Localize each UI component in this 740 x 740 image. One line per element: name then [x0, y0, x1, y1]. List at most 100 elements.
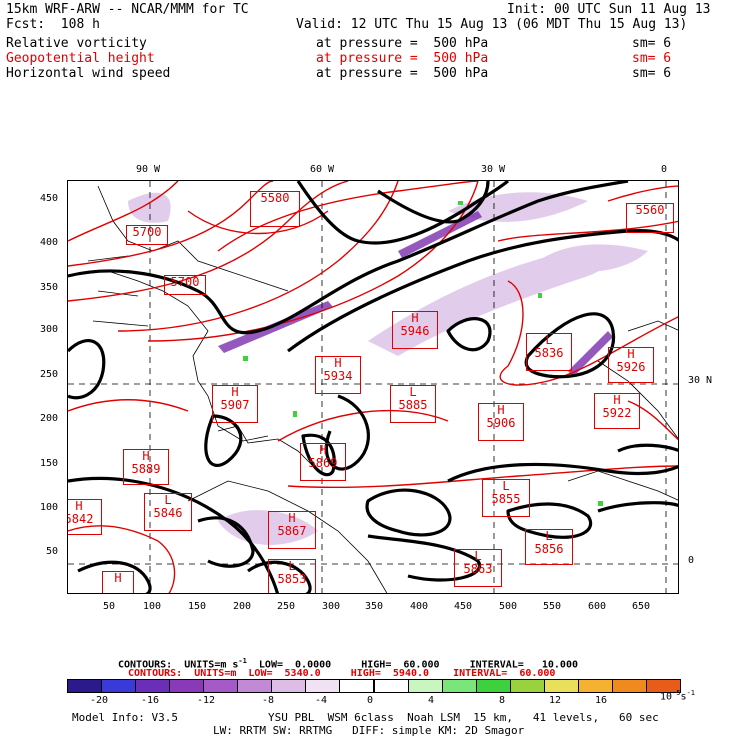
lon-label-30w: 30 W	[481, 164, 506, 175]
field-sm-wind: sm= 6	[632, 66, 672, 81]
x-tick: 150	[188, 601, 207, 612]
height-label-box: H 5907	[212, 385, 258, 423]
colorbar-swatch	[577, 679, 613, 693]
model-info: Model Info: V3.5	[72, 711, 178, 724]
x-tick: 500	[499, 601, 518, 612]
colorbar-label: 8	[499, 695, 506, 706]
height-label-box: H 5889	[123, 449, 169, 485]
field-name-vorticity: Relative vorticity	[6, 36, 147, 51]
y-tick: 150	[40, 458, 59, 469]
colorbar-swatch	[169, 679, 205, 693]
colorbar-label: 4	[428, 695, 435, 706]
height-label-box: L 5863	[454, 549, 502, 587]
model-title: 15km WRF-ARW -- NCAR/MMM for TC	[6, 2, 249, 17]
height-label-box: H 5867	[268, 511, 316, 549]
physics-line-2: LW: RRTM SW: RRTMG DIFF: simple KM: 2D S…	[213, 724, 525, 737]
colorbar-label: -12	[197, 695, 216, 706]
field-sm-vorticity: sm= 6	[632, 36, 672, 51]
colorbar-swatch	[67, 679, 103, 693]
colorbar-swatch	[373, 679, 409, 693]
lon-label-0: 0	[661, 164, 668, 175]
colorbar-swatch	[441, 679, 477, 693]
y-tick: 450	[40, 193, 59, 204]
colorbar-swatch	[101, 679, 137, 693]
field-name-geopotential: Geopotential height	[6, 51, 155, 66]
colorbar-swatch	[305, 679, 341, 693]
x-tick: 650	[632, 601, 651, 612]
height-label-box: L 5853	[268, 559, 316, 593]
colorbar-swatch	[271, 679, 307, 693]
colorbar-swatch	[135, 679, 171, 693]
height-label-box: 5580	[250, 191, 300, 227]
height-label-box: H 5922	[594, 393, 640, 429]
colorbar-swatch	[237, 679, 273, 693]
field-level-vorticity: at pressure = 500 hPa	[316, 36, 489, 51]
x-tick: 550	[543, 601, 562, 612]
map-canvas	[68, 181, 678, 593]
wind-speed-contours	[68, 181, 678, 593]
colorbar-swatch	[645, 679, 681, 693]
x-tick: 250	[277, 601, 296, 612]
height-label-box: H	[102, 571, 134, 593]
vorticity-streaks	[218, 211, 613, 377]
lon-label-90w: 90 W	[136, 164, 161, 175]
vorticity-green	[243, 201, 603, 506]
valid-time: Valid: 12 UTC Thu 15 Aug 13 (06 MDT Thu …	[296, 17, 688, 32]
weather-map: H 5946 H 5934 H 5907 L 5885 H 5906 L 5836 H 592…	[67, 180, 679, 594]
contour-legend-height: CONTOURS: UNITS=m LOW= 5340.0 HIGH= 5940…	[128, 668, 556, 679]
field-sm-geopotential: sm= 6	[632, 51, 672, 66]
height-label-box: H 5926	[608, 347, 654, 383]
coastlines	[68, 185, 678, 593]
height-label-box: 5700	[164, 275, 206, 295]
x-tick: 100	[143, 601, 162, 612]
lat-label-0: 0	[688, 555, 695, 566]
height-label-box: H 5869	[300, 443, 346, 481]
height-label-box: L 5836	[526, 333, 572, 371]
colorbar-swatch	[543, 679, 579, 693]
height-label-box: 5700	[126, 225, 168, 245]
colorbar-swatch	[339, 679, 375, 693]
colorbar-label: -20	[90, 695, 109, 706]
height-label-box: L 5855	[482, 479, 530, 517]
lat-lon-grid	[68, 181, 678, 593]
height-label-box: L 5885	[390, 385, 436, 423]
x-tick: 300	[322, 601, 341, 612]
field-level-geopotential: at pressure = 500 hPa	[316, 51, 489, 66]
colorbar-swatch	[475, 679, 511, 693]
colorbar-swatch	[203, 679, 239, 693]
physics-line-1: YSU PBL WSM 6class Noah LSM 15 km, 41 le…	[268, 711, 659, 724]
field-level-wind: at pressure = 500 hPa	[316, 66, 489, 81]
colorbar-swatch	[407, 679, 443, 693]
y-tick: 50	[46, 546, 59, 557]
init-time: Init: 00 UTC Sun 11 Aug 13	[507, 2, 711, 17]
height-label-box: H 5946	[392, 311, 438, 349]
height-label-box: 5560	[626, 203, 674, 233]
lon-label-60w: 60 W	[310, 164, 335, 175]
colorbar-label: 16	[595, 695, 608, 706]
height-label-box: L 5856	[525, 529, 573, 565]
x-tick: 350	[365, 601, 384, 612]
y-tick: 300	[40, 324, 59, 335]
x-tick: 50	[103, 601, 116, 612]
field-name-wind: Horizontal wind speed	[6, 66, 171, 81]
forecast-hour: Fcst: 108 h	[6, 17, 100, 32]
colorbar-label: -8	[262, 695, 275, 706]
colorbar-label: 12	[549, 695, 562, 706]
height-label-box: H 5906	[478, 403, 524, 441]
y-tick: 350	[40, 282, 59, 293]
y-tick: 100	[40, 502, 59, 513]
colorbar-label: -4	[315, 695, 328, 706]
colorbar-units: 10-5s-1	[660, 689, 695, 703]
lat-label-30n: 30 N	[688, 375, 713, 386]
y-tick: 400	[40, 237, 59, 248]
y-tick: 200	[40, 413, 59, 424]
height-label-box: H 5934	[315, 356, 361, 394]
height-label-box: H 5842	[68, 499, 102, 535]
colorbar-swatch	[509, 679, 545, 693]
y-tick: 250	[40, 369, 59, 380]
x-tick: 450	[454, 601, 473, 612]
colorbar-label: 0	[367, 695, 374, 706]
x-tick: 400	[410, 601, 429, 612]
x-tick: 600	[588, 601, 607, 612]
height-label-box: L 5846	[144, 493, 192, 531]
